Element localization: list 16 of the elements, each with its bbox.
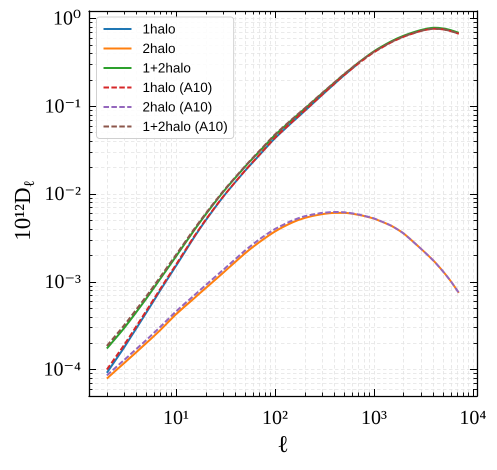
- x-tick-label: 10¹: [163, 407, 190, 429]
- x-tick-label: 10²: [262, 407, 288, 429]
- y-tick-label: 10⁰: [52, 8, 81, 30]
- x-tick-label: 10⁴: [459, 407, 486, 429]
- legend-label: 2halo: [142, 41, 176, 56]
- y-tick-label: 10⁻⁴: [43, 358, 82, 381]
- y-tick-label: 10⁻²: [44, 183, 81, 206]
- x-axis-title: ℓ: [277, 432, 289, 458]
- legend-label: 1halo: [142, 22, 176, 36]
- legend-label: 1halo (A10): [142, 80, 212, 95]
- legend-label: 1+2halo (A10): [142, 119, 228, 134]
- y-tick-label: 10⁻³: [44, 270, 81, 293]
- legend-label: 2halo (A10): [142, 100, 212, 114]
- legend-label: 1+2halo: [142, 60, 191, 76]
- x-tick-label: 10³: [360, 407, 387, 429]
- y-tick-label: 10⁻¹: [44, 95, 81, 118]
